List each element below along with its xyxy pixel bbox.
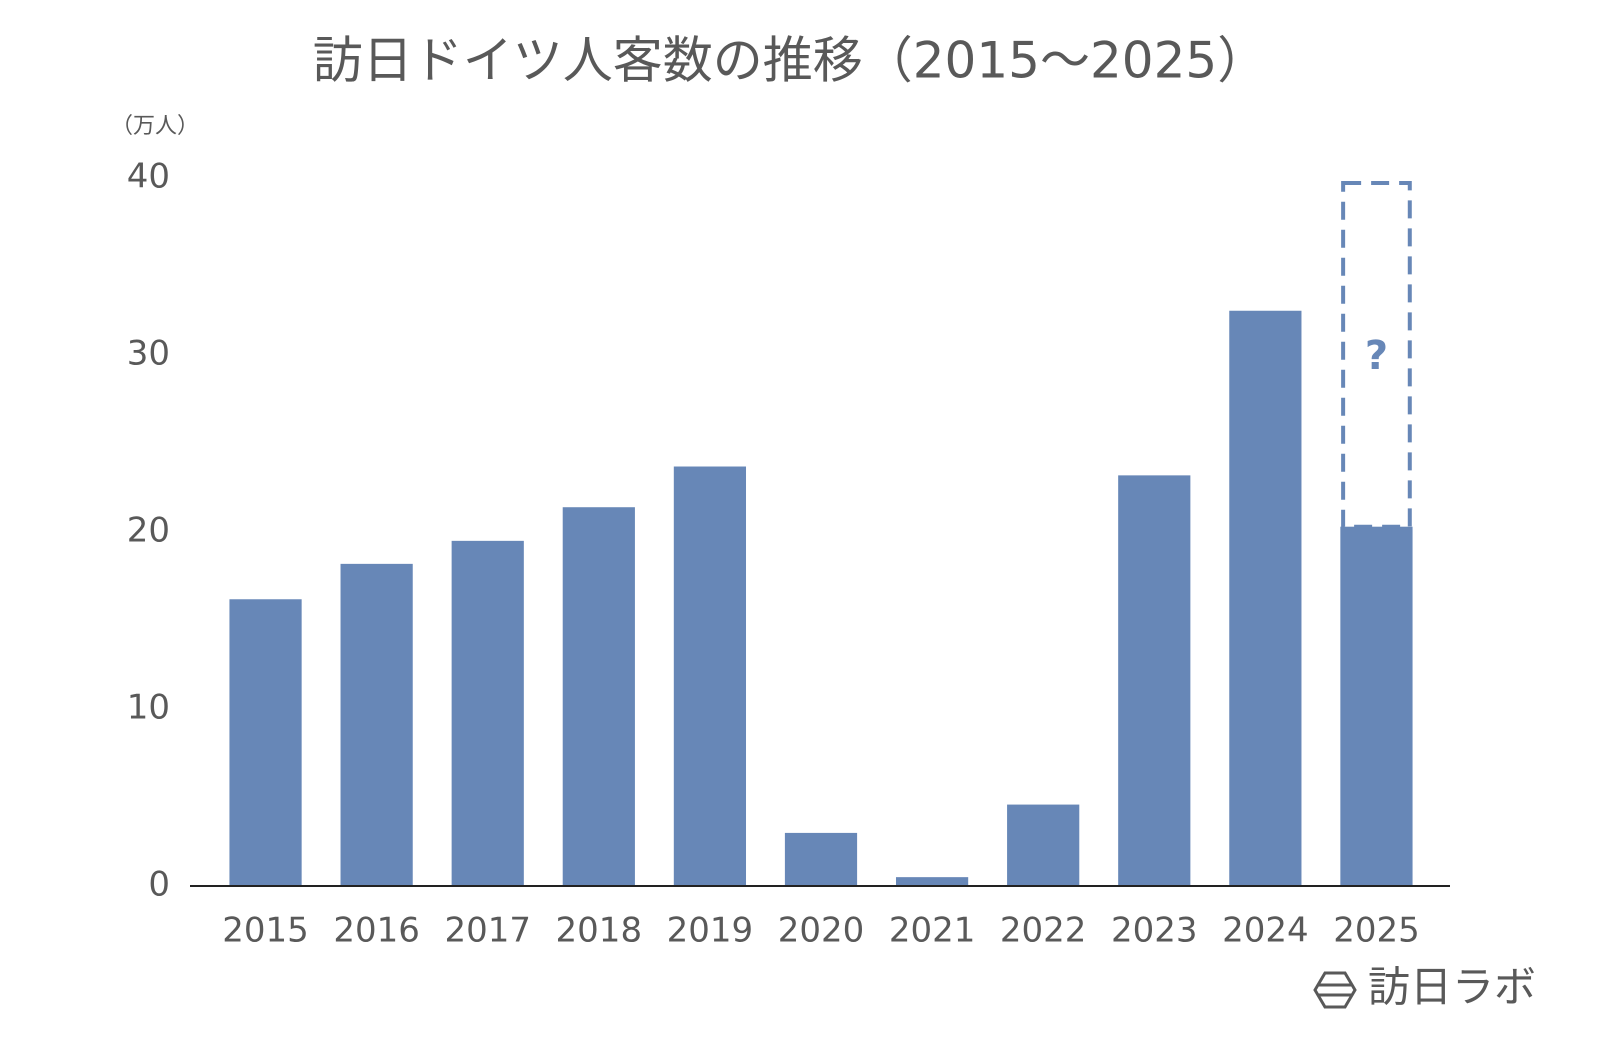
y-tick-label: 30	[127, 334, 170, 374]
bar	[1118, 475, 1191, 886]
x-tick-label: 2017	[444, 911, 531, 951]
bar	[562, 507, 635, 886]
watermark: 訪日ラボ	[1368, 963, 1536, 1012]
projection-box	[1341, 181, 1412, 529]
chart-title: 訪日ドイツ人客数の推移（2015～2025）	[313, 32, 1268, 90]
x-tick-label: 2025	[1333, 911, 1420, 951]
bar	[673, 466, 747, 886]
logo	[1313, 971, 1357, 1009]
bar	[895, 877, 969, 886]
y-tick-label: 20	[127, 511, 170, 551]
bar	[1007, 804, 1080, 886]
y-tick-label: 0	[148, 865, 170, 905]
bar	[1340, 526, 1413, 886]
x-tick-label: 2015	[222, 911, 309, 951]
bar	[451, 540, 524, 886]
bar	[1229, 310, 1302, 886]
y-tick-label: 40	[127, 157, 170, 197]
x-tick-label: 2019	[667, 911, 754, 951]
y-tick-label: 10	[127, 688, 170, 728]
x-tick-label: 2023	[1111, 911, 1198, 951]
annotation: ?	[1365, 333, 1388, 379]
bar	[340, 563, 413, 886]
x-tick-label: 2021	[889, 911, 976, 951]
x-tick-label: 2016	[333, 911, 420, 951]
x-tick-label: 2020	[778, 911, 865, 951]
y-unit-label: （万人）	[111, 114, 199, 139]
bar	[784, 832, 858, 886]
bar	[229, 599, 302, 886]
x-tick-label: 2022	[1000, 911, 1087, 951]
x-tick-label: 2018	[556, 911, 643, 951]
x-tick-label: 2024	[1222, 911, 1309, 951]
